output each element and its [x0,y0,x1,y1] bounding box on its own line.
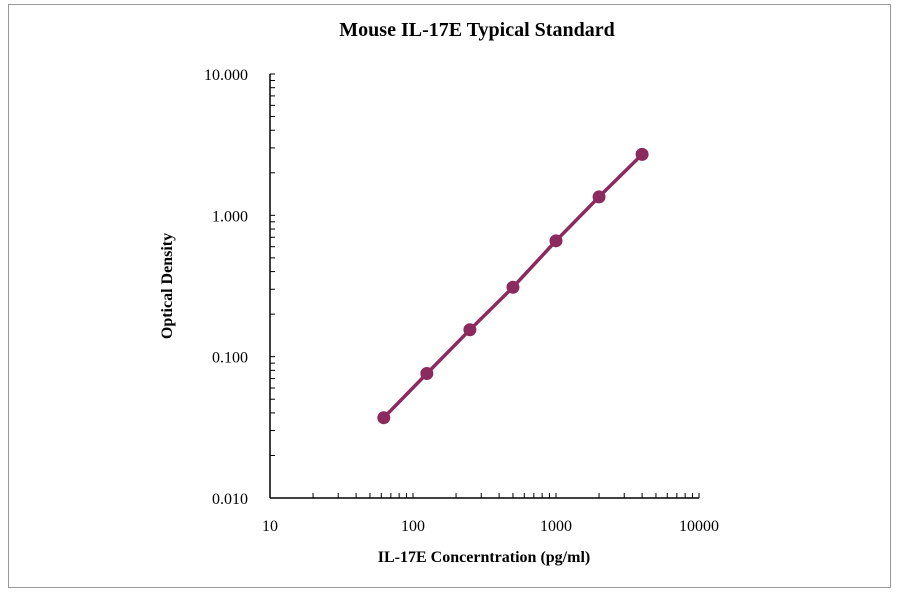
x-axis-label: IL-17E Concerntration (pg/ml) [378,549,590,566]
data-point [463,323,477,337]
chart-title: Mouse IL-17E Typical Standard [339,19,614,41]
data-point [506,280,520,294]
y-axis-label: Optical Density [159,233,176,339]
data-point [635,147,649,161]
data-point [549,234,563,248]
data-point [377,411,391,425]
chart-frame [8,4,891,588]
data-point [592,190,606,204]
y-tick-label: 0.010 [212,491,248,508]
x-tick-label: 1000 [540,518,572,535]
x-tick-label: 10000 [679,518,719,535]
x-tick-label: 10 [262,518,278,535]
y-tick-label: 1.000 [212,208,248,225]
y-tick-label: 10.000 [204,67,248,84]
x-tick-label: 100 [401,518,425,535]
data-point [420,367,434,381]
y-tick-label: 0.100 [212,350,248,367]
